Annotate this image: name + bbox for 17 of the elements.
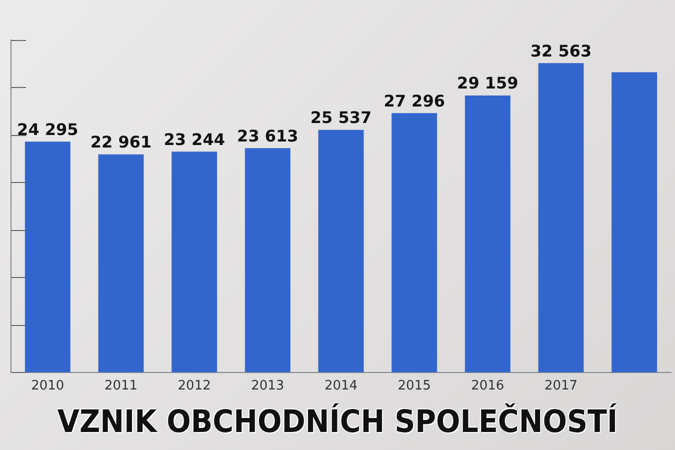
data-label: 25 537 [310,108,372,128]
data-label: 29 159 [457,74,518,93]
data-label: 32 563 [530,41,592,60]
x-tick-label: 2011 [104,378,138,394]
x-tick-label: 2014 [324,378,358,394]
x-tick-label: 2016 [471,378,504,394]
data-label: 23 244 [164,130,225,149]
x-tick-label: 2012 [178,378,211,394]
data-label: 27 296 [384,91,445,110]
x-tick-label: 2015 [398,378,431,394]
text: VZNIK OBCHODNÍCH SPOLEČNOSTÍ [56,404,619,440]
x-tick-label: 2013 [251,378,284,394]
data-label: 22 961 [90,132,152,152]
data-label: 23 613 [237,126,298,146]
x-tick-label: 2010 [31,378,64,394]
x-tick-label: 2017 [544,378,578,394]
data-label: 24 295 [17,120,78,139]
